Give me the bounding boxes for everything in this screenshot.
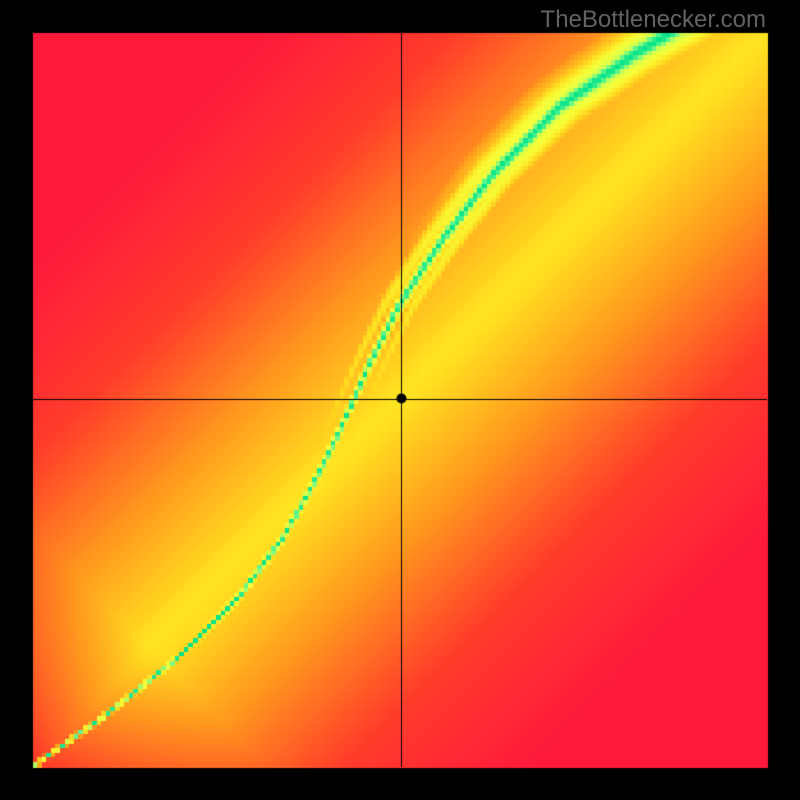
chart-container: TheBottlenecker.com [0, 0, 800, 800]
bottleneck-heatmap [0, 0, 800, 800]
